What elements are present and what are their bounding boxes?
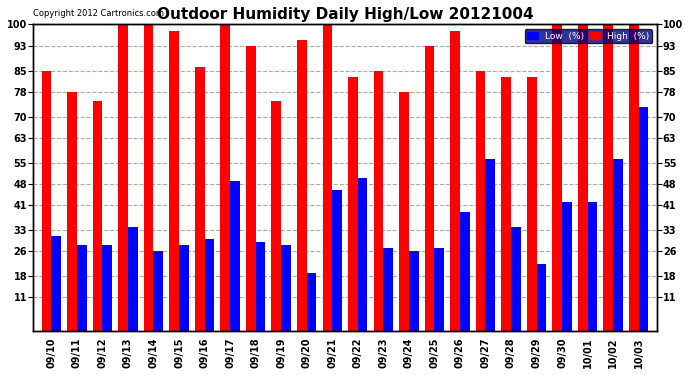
Bar	[51, 236, 61, 331]
Bar	[41, 70, 51, 331]
Bar	[604, 24, 613, 331]
Bar	[153, 252, 163, 331]
Bar	[144, 24, 153, 331]
Bar	[179, 245, 188, 331]
Bar	[358, 178, 368, 331]
Bar	[511, 227, 521, 331]
Bar	[102, 245, 112, 331]
Bar	[502, 76, 511, 331]
Bar	[67, 92, 77, 331]
Text: Copyright 2012 Cartronics.com: Copyright 2012 Cartronics.com	[33, 9, 164, 18]
Bar	[77, 245, 86, 331]
Bar	[384, 248, 393, 331]
Bar	[486, 159, 495, 331]
Bar	[92, 101, 102, 331]
Bar	[128, 227, 137, 331]
Bar	[562, 202, 572, 331]
Bar	[297, 40, 306, 331]
Bar	[271, 101, 281, 331]
Bar	[475, 70, 486, 331]
Bar	[553, 24, 562, 331]
Bar	[169, 31, 179, 331]
Bar	[230, 181, 240, 331]
Bar	[348, 76, 358, 331]
Bar	[450, 31, 460, 331]
Bar	[204, 239, 215, 331]
Bar	[399, 92, 409, 331]
Bar	[588, 202, 598, 331]
Bar	[629, 24, 639, 331]
Bar	[613, 159, 623, 331]
Bar	[246, 46, 255, 331]
Bar	[537, 264, 546, 331]
Bar	[118, 24, 128, 331]
Bar	[322, 24, 332, 331]
Bar	[578, 24, 588, 331]
Bar	[424, 46, 435, 331]
Bar	[527, 76, 537, 331]
Bar	[220, 24, 230, 331]
Bar	[460, 211, 470, 331]
Bar	[435, 248, 444, 331]
Legend: Low  (%), High  (%): Low (%), High (%)	[524, 29, 652, 44]
Bar	[409, 252, 419, 331]
Title: Outdoor Humidity Daily High/Low 20121004: Outdoor Humidity Daily High/Low 20121004	[157, 7, 533, 22]
Bar	[373, 70, 384, 331]
Bar	[255, 242, 266, 331]
Bar	[195, 68, 204, 331]
Bar	[281, 245, 291, 331]
Bar	[639, 107, 649, 331]
Bar	[332, 190, 342, 331]
Bar	[306, 273, 317, 331]
